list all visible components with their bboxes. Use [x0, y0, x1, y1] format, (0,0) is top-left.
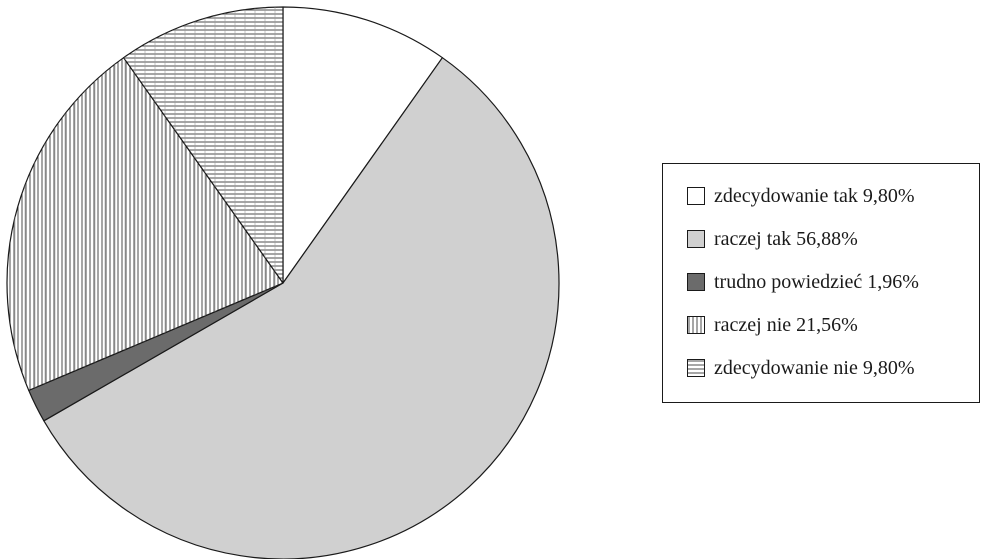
legend: zdecydowanie tak 9,80% raczej tak 56,88%… [662, 163, 980, 403]
legend-item-zdecydowanie-nie: zdecydowanie nie 9,80% [687, 357, 914, 379]
legend-swatch-raczej-nie [687, 316, 705, 334]
legend-label-raczej-tak: raczej tak 56,88% [714, 228, 858, 250]
legend-swatch-zdecydowanie-nie [687, 359, 705, 377]
legend-label-zdecydowanie-tak: zdecydowanie tak 9,80% [714, 185, 914, 207]
legend-item-trudno-powiedziec: trudno powiedzieć 1,96% [687, 271, 919, 293]
legend-swatch-rect-raczej-tak [688, 231, 705, 248]
legend-swatch-rect-zdecydowanie-nie [688, 360, 705, 377]
legend-label-trudno-powiedziec: trudno powiedzieć 1,96% [714, 271, 919, 293]
legend-item-zdecydowanie-tak: zdecydowanie tak 9,80% [687, 185, 914, 207]
legend-swatch-rect-trudno-powiedziec [688, 274, 705, 291]
legend-swatch-rect-raczej-nie [688, 317, 705, 334]
legend-item-raczej-nie: raczej nie 21,56% [687, 314, 858, 336]
legend-swatch-rect-zdecydowanie-tak [688, 188, 705, 205]
legend-item-raczej-tak: raczej tak 56,88% [687, 228, 858, 250]
legend-label-zdecydowanie-nie: zdecydowanie nie 9,80% [714, 357, 914, 379]
pie-slices [7, 7, 559, 559]
legend-label-raczej-nie: raczej nie 21,56% [714, 314, 858, 336]
legend-swatch-raczej-tak [687, 230, 705, 248]
legend-swatch-zdecydowanie-tak [687, 187, 705, 205]
legend-swatch-trudno-powiedziec [687, 273, 705, 291]
